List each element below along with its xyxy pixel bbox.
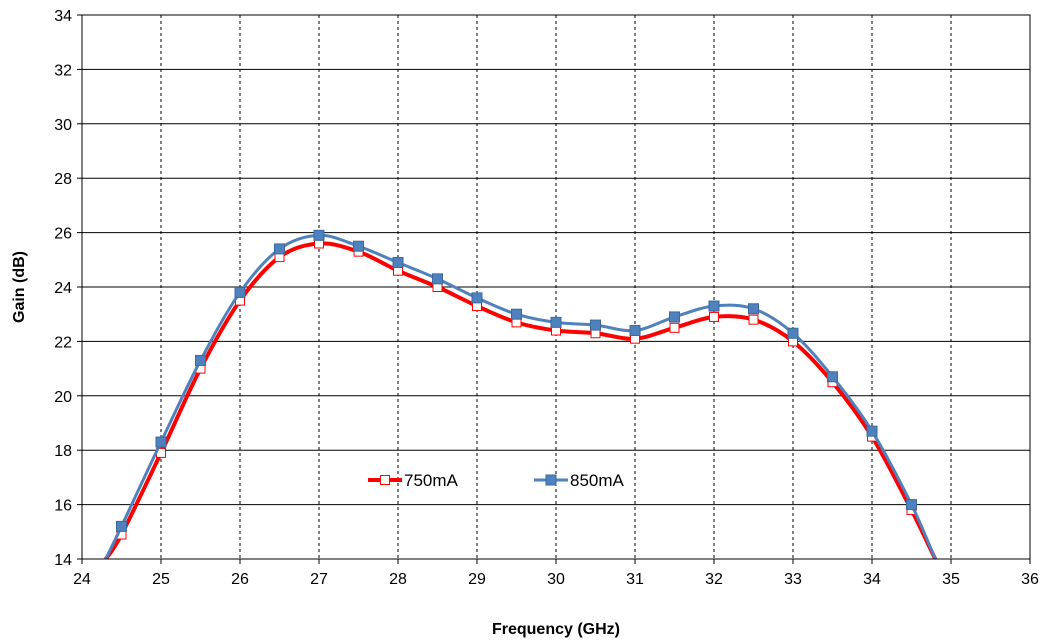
point-850mA xyxy=(708,300,720,312)
point-850mA xyxy=(511,308,522,320)
point-850mA xyxy=(234,286,246,298)
x-tick-label: 28 xyxy=(389,571,407,588)
series-line-750mA xyxy=(104,241,938,559)
point-850mA xyxy=(629,325,641,337)
point-850mA xyxy=(669,311,680,323)
point-850mA xyxy=(274,243,285,255)
legend-swatch-marker-850mA xyxy=(545,474,557,486)
point-850mA xyxy=(195,354,206,366)
x-axis-title: Frequency (GHz) xyxy=(492,621,620,638)
y-tick-label: 26 xyxy=(54,226,72,243)
point-850mA xyxy=(866,425,878,437)
x-tick-label: 34 xyxy=(863,571,881,588)
point-850mA xyxy=(313,229,325,241)
point-850mA xyxy=(353,240,364,252)
x-tick-label: 26 xyxy=(231,571,249,588)
y-tick-label: 34 xyxy=(54,8,72,25)
y-tick-label: 20 xyxy=(54,389,72,406)
x-tick-label: 35 xyxy=(942,571,960,588)
point-850mA xyxy=(432,273,443,285)
y-tick-label: 24 xyxy=(54,280,72,297)
point-850mA xyxy=(906,499,917,511)
series-layer xyxy=(104,229,938,559)
y-tick-label: 16 xyxy=(54,498,72,515)
point-850mA xyxy=(471,292,483,304)
y-tick-label: 30 xyxy=(54,117,72,134)
point-850mA xyxy=(590,319,601,331)
x-tick-label: 36 xyxy=(1021,571,1039,588)
x-tick-label: 25 xyxy=(152,571,170,588)
point-850mA xyxy=(787,327,799,339)
x-tick-label: 24 xyxy=(73,571,91,588)
x-tick-label: 30 xyxy=(547,571,565,588)
legend: 750mA 850mA xyxy=(368,471,625,490)
point-750mA xyxy=(669,322,680,333)
y-tick-label: 32 xyxy=(54,62,72,79)
point-850mA xyxy=(116,520,127,532)
point-850mA xyxy=(827,371,838,383)
point-850mA xyxy=(392,257,404,269)
y-tick-label: 22 xyxy=(54,334,72,351)
point-850mA xyxy=(155,436,167,448)
y-tick-label: 18 xyxy=(54,443,72,460)
y-tick-label: 14 xyxy=(54,552,72,569)
y-tick-label: 28 xyxy=(54,171,72,188)
legend-swatch-marker-750mA xyxy=(380,475,390,485)
y-axis-title: Gain (dB) xyxy=(11,251,28,323)
legend-label-850mA: 850mA xyxy=(570,471,625,490)
point-850mA xyxy=(550,316,562,328)
point-750mA xyxy=(748,314,759,325)
point-750mA xyxy=(709,311,719,322)
x-tick-label: 32 xyxy=(705,571,723,588)
x-tick-label: 29 xyxy=(468,571,486,588)
tick-labels: 14 16 18 20 22 24 26 28 30 32 34 24 25 26 27 28 29 30 31 32… xyxy=(54,8,1039,588)
series-line-850mA xyxy=(104,233,937,559)
x-tick-label: 27 xyxy=(310,571,328,588)
point-850mA xyxy=(748,303,759,315)
legend-label-750mA: 750mA xyxy=(404,471,459,490)
x-tick-label: 33 xyxy=(784,571,802,588)
x-tick-label: 31 xyxy=(626,571,644,588)
